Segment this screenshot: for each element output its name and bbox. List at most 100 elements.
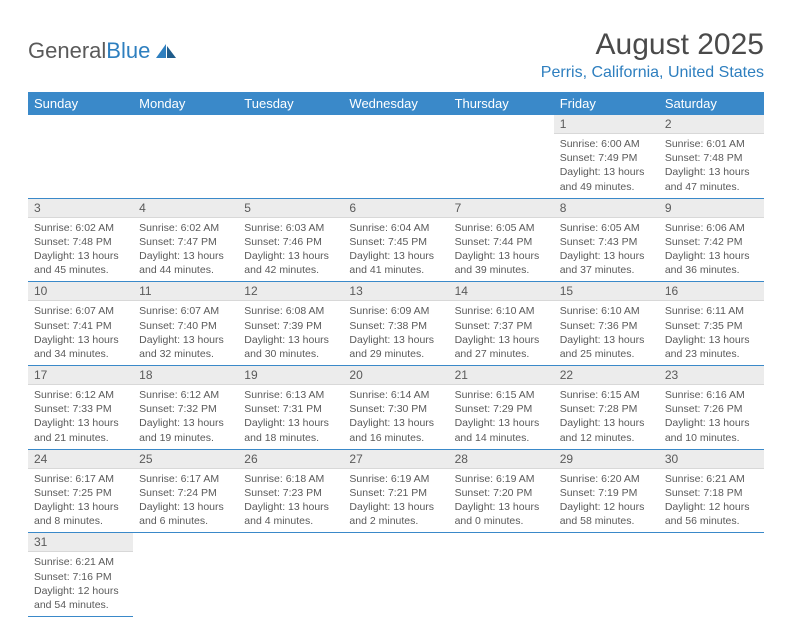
empty-cell <box>28 115 133 198</box>
empty-cell <box>449 533 554 617</box>
day-number: 9 <box>659 199 764 218</box>
day-number: 21 <box>449 366 554 385</box>
day-number: 1 <box>554 115 659 134</box>
day-body: Sunrise: 6:15 AMSunset: 7:29 PMDaylight:… <box>449 385 554 449</box>
weekday-row: Sunday Monday Tuesday Wednesday Thursday… <box>28 92 764 115</box>
day-body: Sunrise: 6:07 AMSunset: 7:40 PMDaylight:… <box>133 301 238 365</box>
day-body: Sunrise: 6:02 AMSunset: 7:48 PMDaylight:… <box>28 218 133 282</box>
sail-icon <box>154 42 178 60</box>
empty-cell <box>343 115 448 198</box>
calendar-row: 17Sunrise: 6:12 AMSunset: 7:33 PMDayligh… <box>28 366 764 450</box>
weekday-header: Thursday <box>449 92 554 115</box>
brand-part2: Blue <box>106 38 150 64</box>
day-number: 6 <box>343 199 448 218</box>
day-cell: 9Sunrise: 6:06 AMSunset: 7:42 PMDaylight… <box>659 198 764 282</box>
day-cell: 30Sunrise: 6:21 AMSunset: 7:18 PMDayligh… <box>659 449 764 533</box>
weekday-header: Sunday <box>28 92 133 115</box>
empty-cell <box>659 533 764 617</box>
day-cell: 18Sunrise: 6:12 AMSunset: 7:32 PMDayligh… <box>133 366 238 450</box>
day-body: Sunrise: 6:19 AMSunset: 7:21 PMDaylight:… <box>343 469 448 533</box>
day-body: Sunrise: 6:18 AMSunset: 7:23 PMDaylight:… <box>238 469 343 533</box>
day-cell: 19Sunrise: 6:13 AMSunset: 7:31 PMDayligh… <box>238 366 343 450</box>
brand-part1: General <box>28 38 106 64</box>
weekday-header: Saturday <box>659 92 764 115</box>
day-cell: 16Sunrise: 6:11 AMSunset: 7:35 PMDayligh… <box>659 282 764 366</box>
day-number: 19 <box>238 366 343 385</box>
day-number: 16 <box>659 282 764 301</box>
empty-cell <box>133 533 238 617</box>
day-number: 26 <box>238 450 343 469</box>
day-cell: 25Sunrise: 6:17 AMSunset: 7:24 PMDayligh… <box>133 449 238 533</box>
day-cell: 14Sunrise: 6:10 AMSunset: 7:37 PMDayligh… <box>449 282 554 366</box>
day-cell: 2Sunrise: 6:01 AMSunset: 7:48 PMDaylight… <box>659 115 764 198</box>
day-body: Sunrise: 6:10 AMSunset: 7:36 PMDaylight:… <box>554 301 659 365</box>
day-body: Sunrise: 6:06 AMSunset: 7:42 PMDaylight:… <box>659 218 764 282</box>
day-cell: 31Sunrise: 6:21 AMSunset: 7:16 PMDayligh… <box>28 533 133 617</box>
day-cell: 10Sunrise: 6:07 AMSunset: 7:41 PMDayligh… <box>28 282 133 366</box>
day-cell: 3Sunrise: 6:02 AMSunset: 7:48 PMDaylight… <box>28 198 133 282</box>
day-cell: 1Sunrise: 6:00 AMSunset: 7:49 PMDaylight… <box>554 115 659 198</box>
day-body: Sunrise: 6:01 AMSunset: 7:48 PMDaylight:… <box>659 134 764 198</box>
day-number: 10 <box>28 282 133 301</box>
weekday-header: Tuesday <box>238 92 343 115</box>
weekday-header: Friday <box>554 92 659 115</box>
day-number: 4 <box>133 199 238 218</box>
day-body: Sunrise: 6:19 AMSunset: 7:20 PMDaylight:… <box>449 469 554 533</box>
day-cell: 7Sunrise: 6:05 AMSunset: 7:44 PMDaylight… <box>449 198 554 282</box>
day-cell: 8Sunrise: 6:05 AMSunset: 7:43 PMDaylight… <box>554 198 659 282</box>
day-body: Sunrise: 6:13 AMSunset: 7:31 PMDaylight:… <box>238 385 343 449</box>
empty-cell <box>343 533 448 617</box>
day-body: Sunrise: 6:12 AMSunset: 7:33 PMDaylight:… <box>28 385 133 449</box>
day-cell: 6Sunrise: 6:04 AMSunset: 7:45 PMDaylight… <box>343 198 448 282</box>
calendar-table: Sunday Monday Tuesday Wednesday Thursday… <box>28 92 764 617</box>
day-body: Sunrise: 6:03 AMSunset: 7:46 PMDaylight:… <box>238 218 343 282</box>
day-number: 13 <box>343 282 448 301</box>
day-number: 22 <box>554 366 659 385</box>
day-number: 20 <box>343 366 448 385</box>
day-body: Sunrise: 6:07 AMSunset: 7:41 PMDaylight:… <box>28 301 133 365</box>
day-number: 29 <box>554 450 659 469</box>
empty-cell <box>238 533 343 617</box>
weekday-header: Wednesday <box>343 92 448 115</box>
day-body: Sunrise: 6:04 AMSunset: 7:45 PMDaylight:… <box>343 218 448 282</box>
title-block: August 2025 Perris, California, United S… <box>541 28 764 82</box>
day-cell: 4Sunrise: 6:02 AMSunset: 7:47 PMDaylight… <box>133 198 238 282</box>
day-cell: 12Sunrise: 6:08 AMSunset: 7:39 PMDayligh… <box>238 282 343 366</box>
calendar-row: 31Sunrise: 6:21 AMSunset: 7:16 PMDayligh… <box>28 533 764 617</box>
day-number: 28 <box>449 450 554 469</box>
day-number: 12 <box>238 282 343 301</box>
month-title: August 2025 <box>541 28 764 62</box>
location: Perris, California, United States <box>541 64 764 82</box>
calendar-row: 3Sunrise: 6:02 AMSunset: 7:48 PMDaylight… <box>28 198 764 282</box>
empty-cell <box>554 533 659 617</box>
day-number: 31 <box>28 533 133 552</box>
day-number: 8 <box>554 199 659 218</box>
day-cell: 17Sunrise: 6:12 AMSunset: 7:33 PMDayligh… <box>28 366 133 450</box>
day-cell: 24Sunrise: 6:17 AMSunset: 7:25 PMDayligh… <box>28 449 133 533</box>
day-body: Sunrise: 6:17 AMSunset: 7:24 PMDaylight:… <box>133 469 238 533</box>
day-number: 18 <box>133 366 238 385</box>
day-body: Sunrise: 6:12 AMSunset: 7:32 PMDaylight:… <box>133 385 238 449</box>
day-cell: 28Sunrise: 6:19 AMSunset: 7:20 PMDayligh… <box>449 449 554 533</box>
empty-cell <box>238 115 343 198</box>
day-body: Sunrise: 6:09 AMSunset: 7:38 PMDaylight:… <box>343 301 448 365</box>
day-cell: 23Sunrise: 6:16 AMSunset: 7:26 PMDayligh… <box>659 366 764 450</box>
day-number: 23 <box>659 366 764 385</box>
day-number: 5 <box>238 199 343 218</box>
day-number: 15 <box>554 282 659 301</box>
day-body: Sunrise: 6:21 AMSunset: 7:18 PMDaylight:… <box>659 469 764 533</box>
day-body: Sunrise: 6:15 AMSunset: 7:28 PMDaylight:… <box>554 385 659 449</box>
day-cell: 29Sunrise: 6:20 AMSunset: 7:19 PMDayligh… <box>554 449 659 533</box>
header: GeneralBlue August 2025 Perris, Californ… <box>28 28 764 82</box>
day-cell: 15Sunrise: 6:10 AMSunset: 7:36 PMDayligh… <box>554 282 659 366</box>
day-number: 11 <box>133 282 238 301</box>
day-cell: 27Sunrise: 6:19 AMSunset: 7:21 PMDayligh… <box>343 449 448 533</box>
day-number: 25 <box>133 450 238 469</box>
day-body: Sunrise: 6:00 AMSunset: 7:49 PMDaylight:… <box>554 134 659 198</box>
day-number: 3 <box>28 199 133 218</box>
empty-cell <box>133 115 238 198</box>
day-body: Sunrise: 6:05 AMSunset: 7:44 PMDaylight:… <box>449 218 554 282</box>
day-body: Sunrise: 6:16 AMSunset: 7:26 PMDaylight:… <box>659 385 764 449</box>
day-number: 24 <box>28 450 133 469</box>
day-cell: 21Sunrise: 6:15 AMSunset: 7:29 PMDayligh… <box>449 366 554 450</box>
